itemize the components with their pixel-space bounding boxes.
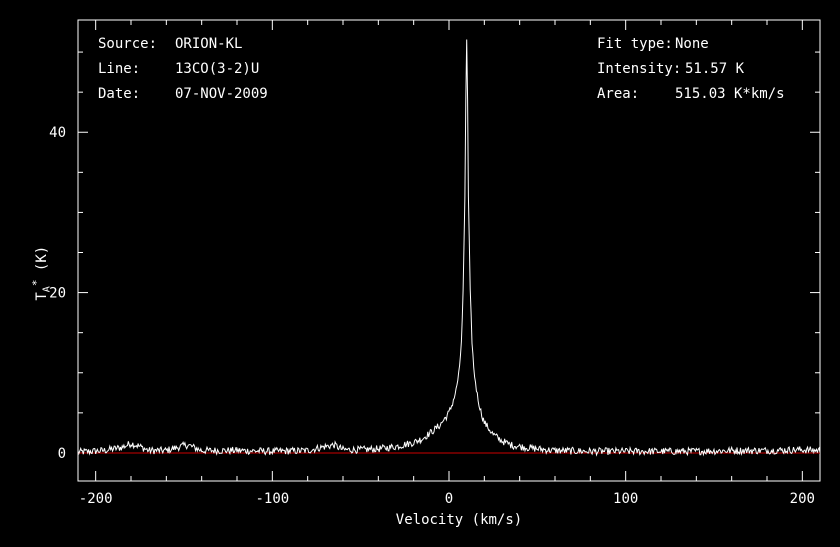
intensity-value: 51.57 K (685, 61, 745, 77)
source-value: ORION-KL (175, 36, 243, 52)
fit-type-value: None (675, 36, 709, 52)
y-axis-label: TA* (K) (30, 245, 53, 301)
date-value: 07-NOV-2009 (175, 86, 268, 102)
y-tick-label: 0 (58, 446, 66, 462)
line-value: 13CO(3-2)U (175, 61, 260, 77)
spectrum-line (77, 39, 821, 457)
area-value: 515.03 K*km/s (675, 86, 785, 102)
y-tick-label: 40 (49, 125, 66, 141)
line-label: Line: (98, 61, 141, 77)
x-tick-label: 200 (790, 491, 815, 507)
date-label: Date: (98, 86, 141, 102)
x-tick-label: -200 (79, 491, 113, 507)
source-label: Source: (98, 36, 158, 52)
area-label: Area: (597, 86, 640, 102)
x-tick-label: 100 (613, 491, 638, 507)
x-axis-label: Velocity (km/s) (396, 512, 522, 528)
intensity-label: Intensity: (597, 61, 682, 77)
x-tick-label: 0 (445, 491, 453, 507)
x-tick-label: -100 (255, 491, 289, 507)
fit-type-label: Fit type: (597, 36, 673, 52)
y-tick-label: 20 (49, 286, 66, 302)
